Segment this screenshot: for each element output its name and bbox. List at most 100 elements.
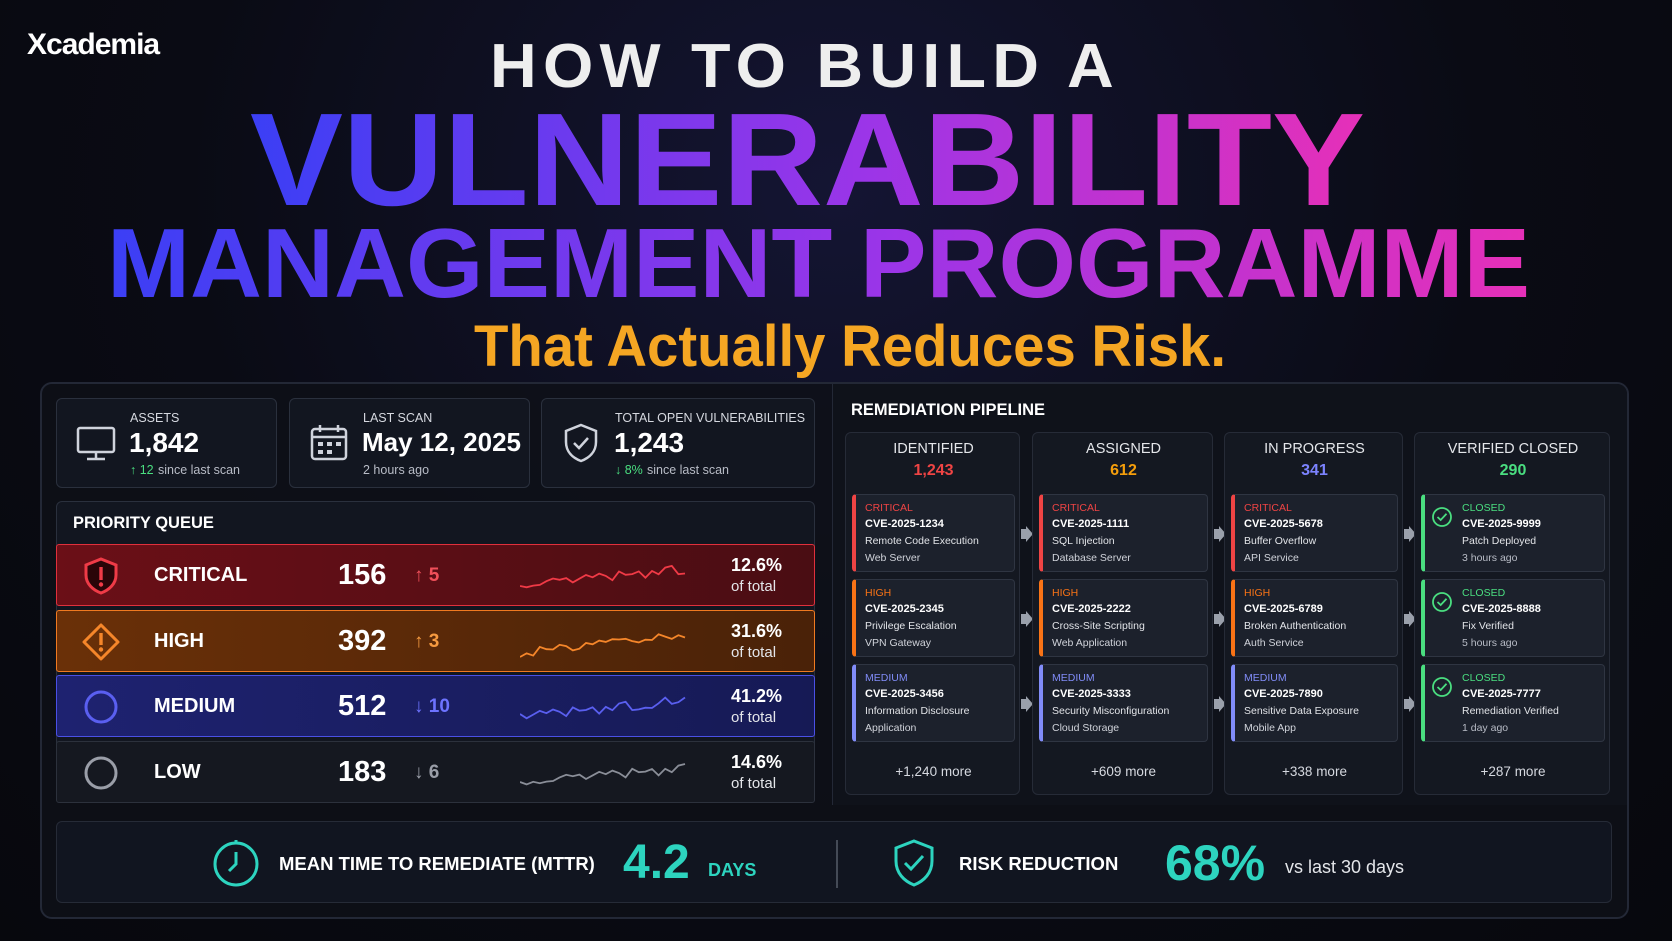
card-title: Remote Code Execution bbox=[865, 535, 979, 547]
check-icon bbox=[1431, 591, 1453, 613]
card-detail: Cloud Storage bbox=[1052, 722, 1120, 734]
icon-shape bbox=[76, 426, 116, 454]
severity-change: ↑ 5 bbox=[414, 565, 440, 586]
flow-arrow bbox=[1021, 526, 1033, 542]
severity-percent-note: of total bbox=[731, 709, 777, 726]
icon-shape bbox=[1432, 592, 1452, 612]
icon-shape bbox=[1436, 598, 1448, 607]
pipeline-card: CRITICAL CVE-2025-1111 SQL Injection Databa… bbox=[1039, 494, 1208, 572]
pipeline-card: MEDIUM CVE-2025-3333 Security Misconfigura… bbox=[1039, 664, 1208, 742]
stat-label: TOTAL OPEN VULNERABILITIES bbox=[615, 411, 806, 425]
severity-label: LOW bbox=[154, 760, 201, 783]
risk-label: RISK REDUCTION bbox=[959, 853, 1119, 874]
card-title: SQL Injection bbox=[1052, 535, 1115, 547]
icon-shape bbox=[1432, 507, 1452, 527]
card-title: Broken Authentication bbox=[1244, 620, 1347, 632]
card-id: CVE-2025-3333 bbox=[1052, 688, 1131, 700]
severity-change: ↑ 3 bbox=[414, 630, 440, 652]
card-detail: Auth Service bbox=[1244, 637, 1304, 649]
pipeline-card: CRITICAL CVE-2025-1234 Remote Code Executi… bbox=[852, 494, 1015, 572]
icon-shape bbox=[99, 632, 103, 645]
icon-shape bbox=[336, 442, 341, 446]
severity-percent: 31.6% bbox=[731, 620, 783, 641]
icon-shape bbox=[84, 557, 118, 595]
icon-shape bbox=[1214, 611, 1226, 627]
severity-count: 392 bbox=[338, 624, 387, 657]
card-tag: HIGH bbox=[1244, 587, 1271, 599]
card-tag: CRITICAL bbox=[1052, 502, 1100, 514]
flow-arrow bbox=[1214, 526, 1226, 542]
clock-icon bbox=[210, 837, 262, 889]
icon-shape bbox=[519, 762, 686, 785]
mttr-label: MEAN TIME TO REMEDIATE (MTTR) bbox=[279, 853, 595, 874]
card-detail: Database Server bbox=[1052, 552, 1131, 564]
priority-row: MEDIUM 512 ↓ 10 41.2% of total bbox=[56, 675, 815, 737]
icon-shape bbox=[1404, 611, 1416, 627]
card-detail: 1 day ago bbox=[1462, 722, 1509, 734]
card-tag: MEDIUM bbox=[865, 672, 908, 684]
mttr-unit: DAYS bbox=[708, 860, 757, 880]
card-detail: Web Application bbox=[1052, 637, 1128, 649]
icon-shape bbox=[903, 854, 925, 872]
icon-shape bbox=[1432, 677, 1452, 697]
column-name: ASSIGNED bbox=[1086, 441, 1161, 457]
shield-icon bbox=[891, 838, 937, 888]
icon-shape bbox=[1021, 611, 1033, 627]
icon-shape bbox=[519, 696, 686, 720]
stat-icon bbox=[74, 421, 118, 465]
stat-card: LAST SCAN May 12, 2025 2 hours ago bbox=[289, 398, 530, 488]
severity-icon bbox=[81, 556, 121, 596]
icon-shape bbox=[894, 839, 934, 887]
card-title: Patch Deployed bbox=[1462, 535, 1537, 547]
priority-row: HIGH 392 ↑ 3 31.6% of total bbox=[56, 609, 815, 672]
pipeline-card: MEDIUM CVE-2025-3456 Information Disclosur… bbox=[852, 664, 1015, 742]
pipeline-column: ASSIGNED 612 CRITICAL CVE-2025-1111 SQL Inje… bbox=[1032, 432, 1213, 795]
stat-note: since last scan bbox=[158, 463, 240, 477]
section-title: PRIORITY QUEUE bbox=[73, 514, 214, 532]
title-line1: HOW TO BUILD A bbox=[490, 32, 1120, 101]
icon-shape bbox=[519, 632, 686, 658]
icon-shape bbox=[318, 442, 341, 454]
icon-shape bbox=[84, 690, 118, 724]
card-title: Sensitive Data Exposure bbox=[1244, 705, 1359, 717]
icon-shape bbox=[1432, 677, 1452, 697]
icon-shape bbox=[1404, 526, 1416, 542]
icon-shape bbox=[1021, 696, 1033, 712]
flow-arrow bbox=[1404, 526, 1416, 542]
card-id: CVE-2025-7777 bbox=[1462, 688, 1541, 700]
priority-row: CRITICAL 156 ↑ 5 12.6% of total bbox=[56, 544, 815, 606]
card-detail: 5 hours ago bbox=[1462, 637, 1518, 649]
title-line3: MANAGEMENT PROGRAMME bbox=[107, 208, 1530, 318]
severity-label: HIGH bbox=[154, 629, 204, 652]
icon-shape bbox=[82, 623, 120, 660]
card-tag: HIGH bbox=[1052, 587, 1079, 599]
risk-value: 68% bbox=[1165, 835, 1266, 891]
severity-icon bbox=[81, 622, 121, 662]
flow-arrow bbox=[1214, 611, 1226, 627]
icon-shape bbox=[1404, 696, 1416, 712]
icon-shape bbox=[310, 427, 348, 461]
severity-count: 512 bbox=[338, 690, 387, 722]
check-icon bbox=[1431, 506, 1453, 528]
icon-shape bbox=[98, 582, 104, 587]
sparkline bbox=[519, 688, 692, 728]
card-tag: CLOSED bbox=[1462, 672, 1506, 684]
severity-count: 156 bbox=[338, 559, 387, 591]
stat-icon bbox=[559, 421, 603, 465]
card-title: Cross-Site Scripting bbox=[1052, 620, 1145, 632]
pipeline-card: CLOSED CVE-2025-8888 Fix Verified 5 hours a… bbox=[1421, 579, 1605, 657]
card-title: Fix Verified bbox=[1462, 620, 1514, 632]
section-title: REMEDIATION PIPELINE bbox=[851, 401, 1046, 419]
card-tag: CLOSED bbox=[1462, 587, 1506, 599]
icon-shape bbox=[519, 632, 686, 658]
severity-label: MEDIUM bbox=[154, 695, 236, 717]
header: Xcademia HOW TO BUILD A VULNERABILITY MA… bbox=[27, 28, 1530, 379]
flow-arrow bbox=[1021, 696, 1033, 712]
metrics-bar: MEAN TIME TO REMEDIATE (MTTR) 4.2 DAYS RISK… bbox=[56, 821, 1612, 903]
icon-shape bbox=[1404, 611, 1416, 627]
card-title: Buffer Overflow bbox=[1244, 535, 1317, 547]
flow-arrow bbox=[1021, 611, 1033, 627]
tagline: That Actually Reduces Risk. bbox=[474, 314, 1226, 379]
pipeline-column: VERIFIED CLOSED 290 CLOSED CVE-2025-9999 Pat… bbox=[1414, 432, 1610, 795]
icon-shape bbox=[564, 423, 598, 463]
